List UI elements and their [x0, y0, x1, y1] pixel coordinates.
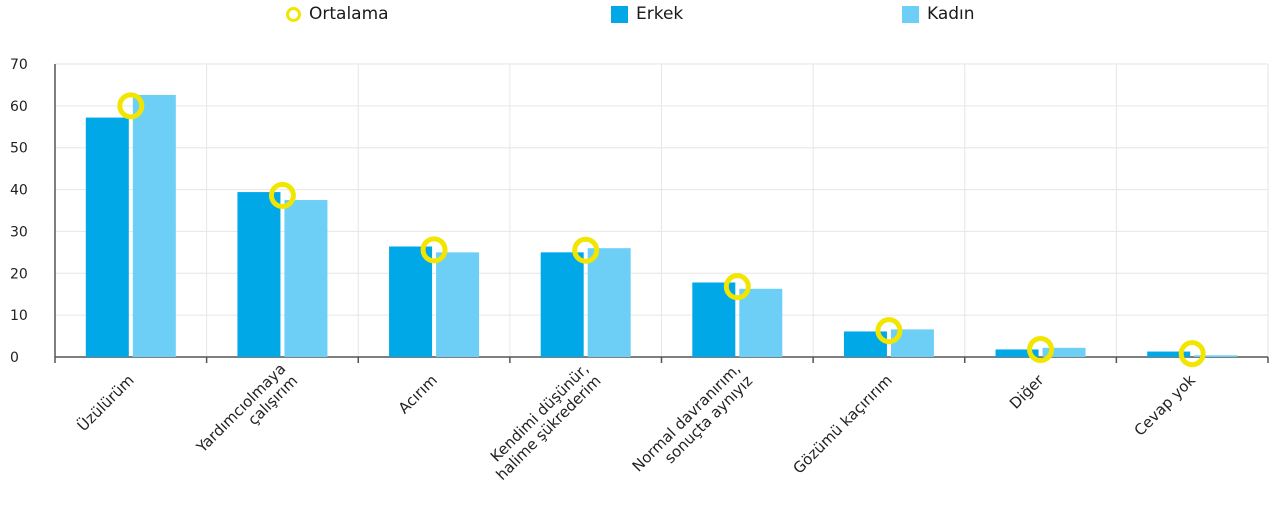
- bar-male: [995, 349, 1039, 357]
- bar-female: [284, 200, 328, 357]
- y-tick-label: 60: [10, 99, 28, 115]
- bar-male: [237, 192, 281, 357]
- bar-female: [436, 252, 480, 357]
- x-tick-label: Kendimi düşünür,halime şükrederim: [480, 360, 604, 484]
- bar-female: [1194, 355, 1238, 357]
- legend-label-male: Erkek: [636, 4, 684, 24]
- y-tick-label: 0: [10, 350, 19, 366]
- mean-marker: [572, 236, 600, 264]
- female-swatch-icon: [902, 5, 919, 23]
- mean-marker: [875, 317, 903, 345]
- bar-male: [1147, 351, 1191, 357]
- legend-label-mean: Ortalama: [309, 4, 389, 24]
- bar-male: [540, 252, 584, 357]
- chart-legend: Ortalama Erkek Kadın: [0, 2, 1275, 30]
- x-tick-label: Normal davranırım,sonuçta aynıyız: [629, 360, 757, 488]
- x-tick-label-line: Diğer: [1006, 371, 1048, 413]
- y-tick-label: 40: [10, 183, 28, 199]
- x-tick-label-line: Cevap yok: [1131, 371, 1200, 440]
- bar-female: [587, 248, 631, 357]
- bar-female: [739, 288, 783, 357]
- y-tick-label: 30: [10, 224, 28, 240]
- x-tick-label-line: Gözümü kaçırırım: [789, 371, 895, 477]
- legend-item-female: Kadın: [902, 4, 975, 24]
- legend-label-female: Kadın: [927, 4, 975, 24]
- bar-male: [389, 246, 433, 357]
- legend-item-mean: Ortalama: [286, 4, 389, 24]
- x-tick-label-line: Acırım: [395, 371, 441, 417]
- x-tick-label: Cevap yok: [1131, 371, 1200, 440]
- y-tick-label: 50: [10, 141, 28, 157]
- y-tick-label: 70: [10, 57, 28, 73]
- x-tick-label: Diğer: [1006, 371, 1048, 413]
- x-tick-label: Yardımcıolmayaçalışırım: [192, 360, 301, 469]
- x-tick-label-line: Normal davranırım,: [629, 360, 745, 476]
- mean-marker-icon: [286, 6, 301, 22]
- mean-marker: [268, 181, 296, 209]
- mean-marker: [117, 92, 145, 120]
- x-tick-label-line: halime şükrederim: [493, 372, 605, 484]
- mean-marker: [420, 236, 448, 264]
- mean-marker: [1027, 335, 1055, 363]
- x-tick-label: Acırım: [395, 371, 441, 417]
- male-swatch-icon: [611, 5, 628, 23]
- bar-male: [85, 117, 129, 357]
- x-tick-label: Üzülürüm: [73, 370, 138, 435]
- y-tick-label: 10: [10, 308, 28, 324]
- x-tick-label: Gözümü kaçırırım: [789, 371, 895, 477]
- mean-marker: [1178, 340, 1206, 368]
- y-tick-label: 20: [10, 266, 28, 282]
- mean-marker: [723, 273, 751, 301]
- legend-item-male: Erkek: [611, 4, 683, 24]
- x-tick-label-line: Kendimi düşünür,: [487, 360, 593, 466]
- x-tick-label-line: Üzülürüm: [73, 370, 138, 435]
- bar-female: [1042, 347, 1086, 357]
- bar-female: [132, 94, 176, 357]
